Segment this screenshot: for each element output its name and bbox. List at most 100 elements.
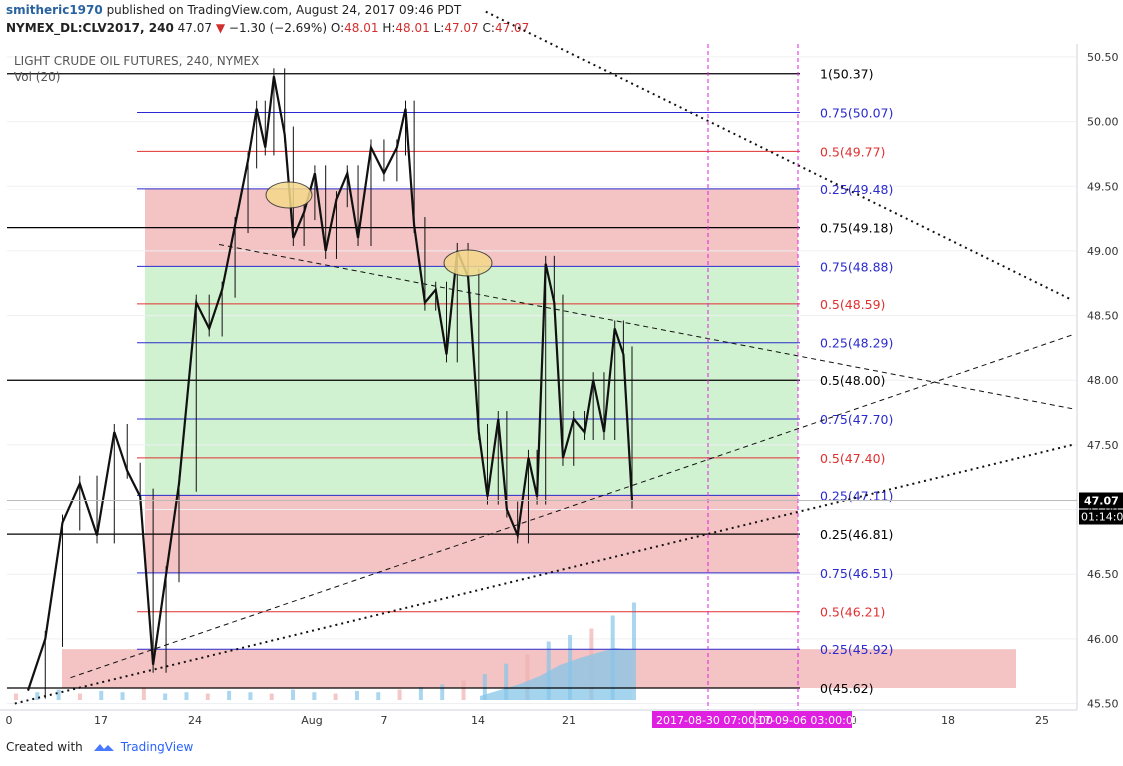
axes-layer: 50.5050.0049.5049.0048.5048.0047.5047.00… [0,44,1123,734]
x-tick-label: Aug [301,714,322,727]
y-tick-label: 48.50 [1087,310,1119,323]
symbol-info: NYMEX_DL:CLV2017, 240 47.07 ▼ −1.30 (−2.… [6,21,529,35]
fib-label: 0.25(48.29) [820,336,893,351]
open-value: 48.01 [344,21,379,35]
last-price-label: 47.07 [1084,495,1119,508]
fib-label: 0.75(46.51) [820,566,893,581]
volume-layer [14,602,636,700]
close-value: 47.07 [494,21,530,35]
x-tick-label: 18 [941,714,955,727]
x-tick-label: 17 [94,714,108,727]
volume-bar [525,654,530,700]
legend-title: LIGHT CRUDE OIL FUTURES, 240, NYMEX [14,54,260,68]
y-tick-label: 50.00 [1087,116,1119,129]
change-value: −1.30 (−2.69%) [228,21,328,35]
volume-bar [312,692,317,700]
fib-label: 0(45.62) [820,681,874,696]
highlight-ellipse [443,249,493,277]
highlight-ellipse [265,181,313,209]
volume-bar [418,687,423,700]
down-arrow-icon: ▼ [215,21,226,35]
fib-label: 0.25(45.92) [820,642,893,657]
x-tick-label: 14 [471,714,485,727]
y-tick-label: 48.00 [1087,374,1119,387]
high-value: 48.01 [395,21,430,35]
y-tick-label: 46.00 [1087,633,1119,646]
volume-bar [482,674,487,700]
y-tick-label: 49.00 [1087,245,1119,258]
y-tick-label: 45.50 [1087,698,1119,711]
volume-bar [354,690,359,700]
fib-label: 0.25(46.81) [820,527,893,542]
tradingview-logo-icon [93,744,114,751]
time-marker-label: 2017-08-30 07:00:00 [656,714,773,727]
trendlines-layer [14,10,1073,705]
fib-label: 0.5(49.77) [820,144,885,159]
volume-bar [504,663,509,700]
volume-bar [440,684,445,700]
fib-label: 0.25(49.48) [820,182,893,197]
low-label: L: [433,21,445,35]
high-label: H: [382,21,396,35]
low-value: 47.07 [444,21,479,35]
last-price-badge [1079,492,1123,509]
x-tick-label: 0 [6,714,13,727]
tradingview-link[interactable]: TradingView [120,740,194,754]
symbol-name: NYMEX_DL:CLV2017, 240 [6,21,174,35]
fib-levels-layer: 1(50.37) 0.75(50.07) 0.5(49.77) 0.25(49.48)… [7,67,893,696]
fib-label: 0.5(46.21) [820,605,885,620]
countdown-label: 01:14:0 [1081,511,1123,524]
volume-bar [99,690,104,700]
trendline [14,443,1073,705]
highlight-ellipses-layer [265,181,493,277]
price-line [26,76,634,691]
volume-bar [333,693,338,700]
close-label: C: [482,21,495,35]
footer: Created with TradingView [6,740,193,754]
volume-bar [248,692,253,700]
volume-bar [632,602,636,700]
last-price: 47.07 [177,21,212,35]
publish-text: published on TradingView.com, August 24,… [106,3,462,17]
fib-label: 0.75(49.18) [820,221,893,236]
vertical-lines-layer [707,44,799,710]
fib-label: 0.5(48.00) [820,373,885,388]
created-with-text: Created with [6,740,83,754]
x-tick-label: 24 [188,714,202,727]
volume-bar [184,692,189,700]
volume-bar [120,692,125,700]
volume-bar [269,693,274,700]
fib-label: 0.5(47.40) [820,451,885,466]
volume-bar [227,690,232,700]
volume-bar [141,688,146,700]
trendline [218,243,1073,410]
time-marker-badge [652,711,852,728]
price-axis [1077,44,1123,710]
chart-legend: LIGHT CRUDE OIL FUTURES, 240, NYMEX Vol … [14,53,259,85]
author-link[interactable]: smitheric1970 [6,3,103,17]
y-tick-label: 46.50 [1087,568,1119,581]
fib-label: 0.75(47.70) [820,412,893,427]
x-tick-label: 1 [852,714,859,727]
volume-bar [461,680,466,700]
volume-bar [163,693,168,700]
fib-label: 0.75(50.07) [820,106,893,121]
volume-bar [291,689,296,700]
volume-bar [205,693,210,700]
y-tick-label: 49.50 [1087,180,1119,193]
volume-bar [14,693,18,700]
volume-bar [56,689,61,700]
x-tick-label: 7 [381,714,388,727]
time-axis [0,710,1123,734]
volume-bar [376,692,381,700]
fib-label: 1(50.37) [820,67,874,82]
trendline [70,334,1073,679]
fib-label: 0.25(47.11) [820,488,893,503]
open-label: O: [330,21,345,35]
fib-label: 0.75(48.88) [820,259,893,274]
time-marker-label: 17-09-06 03:00:00 [757,714,860,727]
volume-bar [35,692,40,700]
countdown-badge [1079,509,1123,525]
volume-bar [546,641,551,700]
